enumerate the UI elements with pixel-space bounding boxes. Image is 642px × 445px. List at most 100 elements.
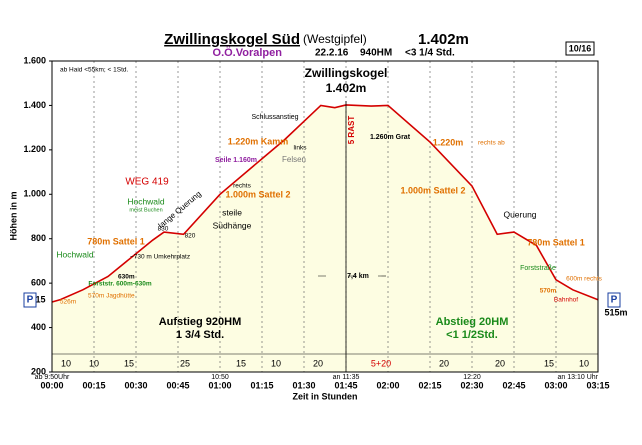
annotation: 600m rechts <box>566 276 603 283</box>
y-tick-label: 1.200 <box>23 144 46 154</box>
annotation: P <box>611 295 618 306</box>
annotation: Schlussanstieg <box>251 114 298 121</box>
annotation: 630m <box>118 274 135 281</box>
y-tick-label: 1.000 <box>23 189 46 199</box>
annotation: <1 1/2Std. <box>446 329 498 341</box>
annotation: Forststraße <box>520 265 556 272</box>
annotation: Zwillingskogel <box>305 66 388 80</box>
x-axis-label: Zeit in Stunden <box>293 391 358 401</box>
annotation: 515m <box>604 307 627 317</box>
x-tick-label: 00:00 <box>40 380 63 390</box>
header: Zwillingskogel Süd (Westgipfel) 1.402m O… <box>164 31 595 59</box>
annotation: 7,4 km <box>347 273 369 280</box>
annotation: meist Buchen <box>129 207 162 213</box>
annotation: links <box>293 145 307 152</box>
annotation: 1.260m Grat <box>370 134 411 141</box>
profile-line <box>51 104 599 303</box>
annotation: rechts <box>233 183 251 190</box>
annotation: Hochwald <box>56 249 94 259</box>
segment-duration: 10 <box>271 358 281 368</box>
annotation: 780m Sattel 1 <box>87 236 145 246</box>
annotation: 1.000m Sattel 2 <box>400 185 465 195</box>
clock-time: an 11:35 <box>333 374 360 381</box>
annotation: Felsen <box>282 155 306 164</box>
annotation: 1 3/4 Std. <box>176 329 224 341</box>
annotation: 1.402m <box>326 81 367 95</box>
annotation: rechts ab <box>478 140 505 147</box>
annotation: 1.000m Sattel 2 <box>225 189 290 199</box>
x-tick-label: 01:30 <box>292 380 315 390</box>
y-tick-label: 200 <box>31 366 46 376</box>
x-tick-label: 03:15 <box>586 380 609 390</box>
annotation: Forststr. 600m-630m <box>88 281 151 288</box>
annotation: 1.220m <box>433 137 464 147</box>
y-axis-label: Höhen in m <box>8 192 18 241</box>
duration: <3 1/4 Std. <box>405 48 455 59</box>
segment-duration: 10 <box>61 358 71 368</box>
annotation: WEG 419 <box>125 177 169 188</box>
title: Zwillingskogel Süd <box>164 31 300 48</box>
x-tick-label: 01:00 <box>208 380 231 390</box>
date: 22.2.16 <box>315 48 349 59</box>
segment-duration: 20 <box>495 358 505 368</box>
annotation: 1.220m Kamm <box>228 136 289 146</box>
region: O.Ö.Voralpen <box>213 46 283 59</box>
annotation: 526m <box>60 299 76 306</box>
annotation: 515 <box>30 294 45 304</box>
annotation: Bahnhof <box>554 297 578 304</box>
segment-duration: 15 <box>544 358 554 368</box>
annotation: Südhänge <box>213 220 252 230</box>
x-tick-label: 02:45 <box>502 380 525 390</box>
annotation: 5 RAST <box>347 116 356 145</box>
annotation: ~730 m Umkehrplatz <box>130 254 190 261</box>
segment-duration: 15 <box>124 358 134 368</box>
annotation: steile <box>222 207 242 217</box>
annotation: Hochwald <box>127 196 165 206</box>
x-tick-label: 02:15 <box>418 380 441 390</box>
y-tick-label: 1.600 <box>23 55 46 65</box>
x-tick-label: 03:00 <box>544 380 567 390</box>
x-tick-label: 00:45 <box>166 380 189 390</box>
y-tick-label: 1.400 <box>23 100 46 110</box>
segment-duration: 20 <box>439 358 449 368</box>
annotation: 830 <box>158 226 169 233</box>
annotation: Aufstieg 920HM <box>159 316 242 328</box>
title-height: 1.402m <box>418 31 469 48</box>
annotation: P <box>27 295 34 306</box>
y-tick-label: 400 <box>31 322 46 332</box>
y-tick-label: 800 <box>31 233 46 243</box>
parking-box <box>23 292 37 308</box>
title-suffix: (Westgipfel) <box>303 32 367 46</box>
clock-time: 12:20 <box>463 374 481 381</box>
page-box <box>565 41 595 56</box>
annotation: ab Haid <55km; < 1Std. <box>60 67 128 74</box>
area-fill <box>52 104 598 372</box>
segment-duration: 10 <box>89 358 99 368</box>
x-tick-label: 02:30 <box>460 380 483 390</box>
annotation: 780m Sattel 1 <box>527 237 585 247</box>
x-tick-label: 00:30 <box>124 380 147 390</box>
plot-frame <box>51 60 599 373</box>
clock-time: an 13:10 Uhr <box>558 374 599 381</box>
annotation: Seile 1.160m <box>215 157 257 164</box>
x-tick-label: 01:15 <box>250 380 273 390</box>
x-tick-label: 02:00 <box>376 380 399 390</box>
annotation: Querung <box>503 209 536 219</box>
annotation: 570m Jagdhütte <box>88 293 135 300</box>
x-tick-label: 01:45 <box>334 380 357 390</box>
y-tick-label: 600 <box>31 278 46 288</box>
annotation: 570m <box>540 288 557 295</box>
segment-duration: 10 <box>579 358 589 368</box>
x-tick-label: 00:15 <box>82 380 105 390</box>
ascent: 940HM <box>360 48 392 59</box>
segment-duration: 15 <box>236 358 246 368</box>
segment-duration: 5+20 <box>371 358 391 368</box>
parking-box <box>607 292 621 308</box>
page-number: 10/16 <box>569 43 592 53</box>
clock-time: 10:50 <box>211 374 229 381</box>
segment-duration: 20 <box>313 358 323 368</box>
annotation: 820 <box>185 233 196 240</box>
segment-duration: 25 <box>180 358 190 368</box>
clock-time: ab 9:50Uhr <box>35 374 70 381</box>
